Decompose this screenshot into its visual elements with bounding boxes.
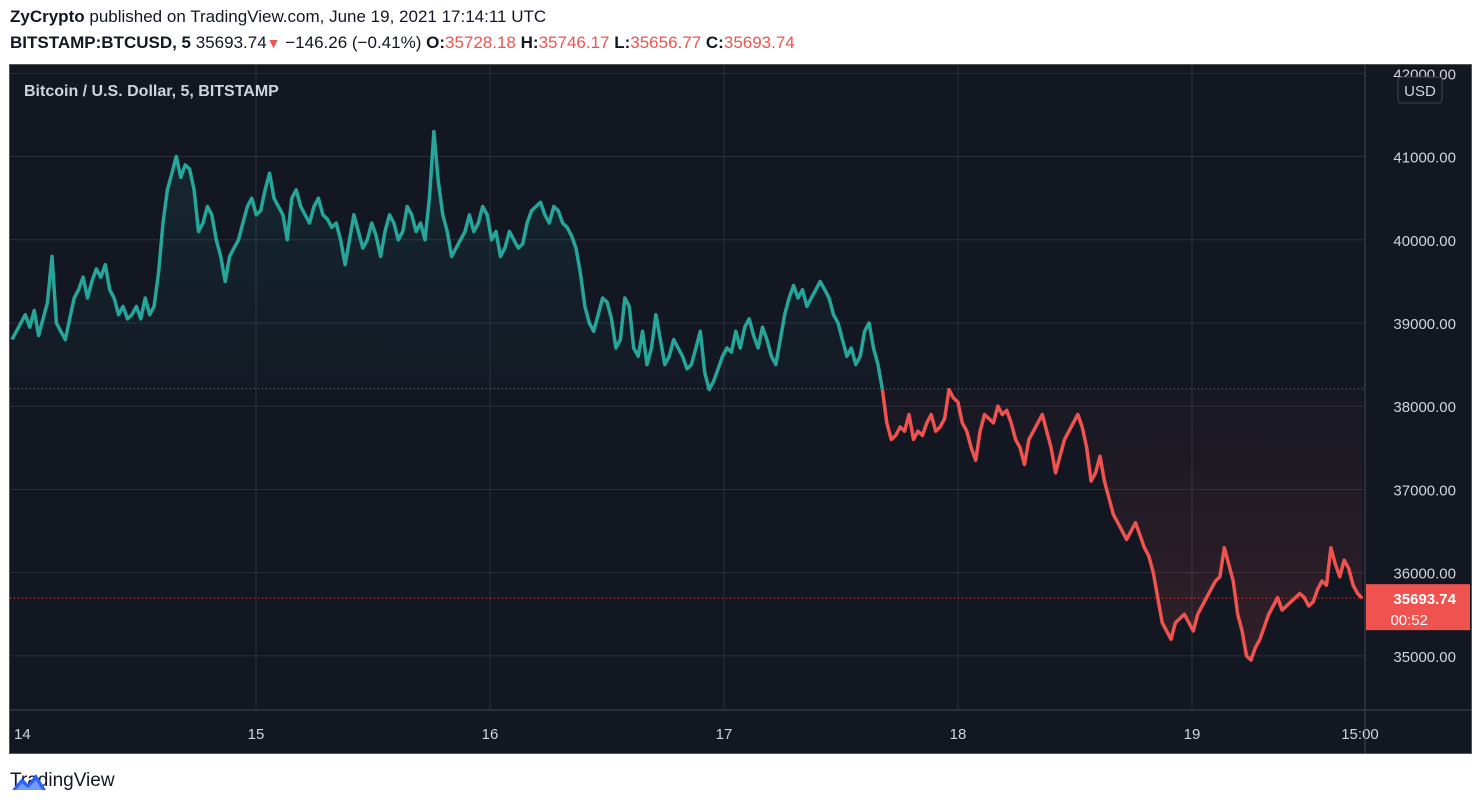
x-tick-label: 19 bbox=[1184, 726, 1201, 743]
currency-button[interactable]: USD bbox=[1397, 76, 1443, 104]
series-layer bbox=[10, 129, 1365, 662]
y-tick-label: 41000.00 bbox=[1393, 150, 1456, 167]
low-value: 35656.77 bbox=[630, 33, 702, 52]
series-up-area bbox=[12, 131, 883, 390]
high-label: H: bbox=[520, 33, 539, 52]
y-tick-label: 37000.00 bbox=[1393, 482, 1456, 499]
countdown-label: 00:52 bbox=[1390, 612, 1428, 629]
last-price-tag-value: 35693.74 bbox=[1393, 591, 1456, 608]
last-price-tag-bg bbox=[1366, 584, 1470, 631]
price-change: −146.26 (−0.41%) bbox=[285, 33, 422, 52]
currency-label: USD bbox=[1404, 83, 1436, 100]
last-price: 35693.74 bbox=[195, 33, 267, 52]
publish-info: ZyCrypto published on TradingView.com, J… bbox=[10, 7, 546, 27]
low-label: L: bbox=[614, 33, 631, 52]
y-tick-label: 39000.00 bbox=[1393, 316, 1456, 333]
x-tick-label: 15 bbox=[248, 726, 265, 743]
y-tick-label: 35000.00 bbox=[1393, 649, 1456, 666]
y-tick-label: 36000.00 bbox=[1393, 566, 1456, 583]
y-tick-label: 38000.00 bbox=[1393, 399, 1456, 416]
open-label: O: bbox=[426, 33, 445, 52]
open-value: 35728.18 bbox=[444, 33, 516, 52]
x-tick-label: 16 bbox=[482, 726, 499, 743]
symbol-label: BITSTAMP:BTCUSD, 5 bbox=[10, 33, 192, 52]
y-tick-label: 40000.00 bbox=[1393, 233, 1456, 250]
x-tick-label: 15:00 bbox=[1341, 726, 1379, 743]
x-tick-label: 17 bbox=[716, 726, 733, 743]
x-tick-label: 14 bbox=[14, 726, 31, 743]
last-price-tag: 35693.74 00:52 bbox=[1366, 584, 1470, 631]
series-up-line bbox=[10, 129, 885, 392]
publish-text: published on TradingView.com, June 19, 2… bbox=[89, 7, 547, 26]
series-down-area bbox=[882, 388, 1362, 661]
tradingview-logo-icon bbox=[12, 774, 46, 790]
chart-title: Bitcoin / U.S. Dollar, 5, BITSTAMP bbox=[24, 83, 279, 100]
author-name[interactable]: ZyCrypto bbox=[10, 7, 85, 26]
price-chart[interactable]: 14 15 16 17 18 19 15:0042000.0041000.0040000.0… bbox=[10, 65, 1471, 753]
high-value: 35746.17 bbox=[538, 33, 610, 52]
series-down-line bbox=[880, 387, 1364, 662]
symbol-info: BITSTAMP:BTCUSD, 5 35693.74▼ −146.26 (−0… bbox=[10, 33, 795, 53]
down-arrow-icon: ▼ bbox=[266, 35, 281, 51]
axis-layer: 14 15 16 17 18 19 15:0042000.0041000.0040000.0… bbox=[10, 65, 1471, 753]
chart-frame[interactable]: 14 15 16 17 18 19 15:00 42000.00 41000.00 40000.0… bbox=[9, 64, 1472, 754]
tradingview-brand[interactable]: TradingView bbox=[10, 770, 115, 792]
close-label: C: bbox=[705, 33, 724, 52]
close-value: 35693.74 bbox=[723, 33, 795, 52]
x-tick-label: 18 bbox=[950, 726, 967, 743]
